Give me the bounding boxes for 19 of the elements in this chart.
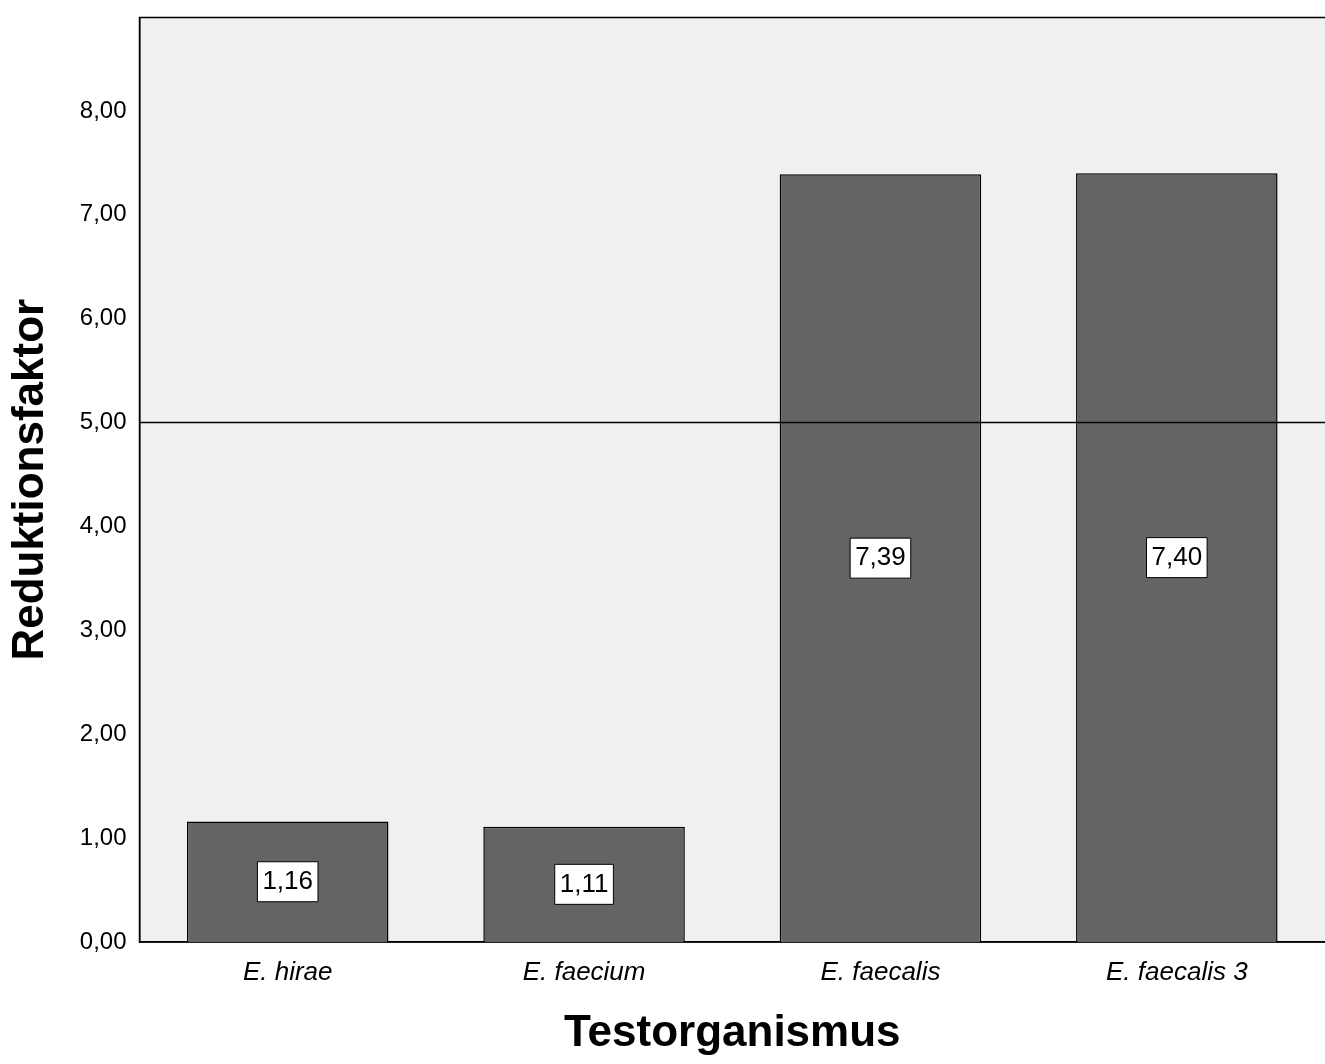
x-tick-label: E. faecium — [522, 955, 646, 986]
y-tick-label: 3,00 — [79, 614, 127, 642]
y-tick-label: 7,00 — [79, 199, 127, 227]
x-axis-title: Testorganismus — [563, 1005, 901, 1055]
y-tick-label: 1,00 — [79, 822, 127, 850]
data-label: 7,40 — [1151, 540, 1203, 571]
x-tick-label: E. faecalis 3 — [1105, 955, 1249, 986]
y-tick-label: 8,00 — [79, 95, 127, 123]
y-tick-label: 4,00 — [79, 511, 127, 539]
data-label: 1,16 — [262, 864, 313, 895]
y-tick-label: 2,00 — [79, 718, 127, 746]
data-label: 7,39 — [855, 541, 906, 572]
y-tick-label: 5,00 — [79, 407, 127, 435]
x-tick-label: E. faecalis — [820, 955, 941, 986]
y-tick-label: 0,00 — [79, 926, 127, 954]
data-label: 1,11 — [559, 867, 609, 898]
y-axis-title: Reduktionsfaktor — [2, 298, 52, 661]
y-tick-label: 6,00 — [79, 303, 127, 331]
x-tick-label: E. hirae — [242, 955, 333, 986]
